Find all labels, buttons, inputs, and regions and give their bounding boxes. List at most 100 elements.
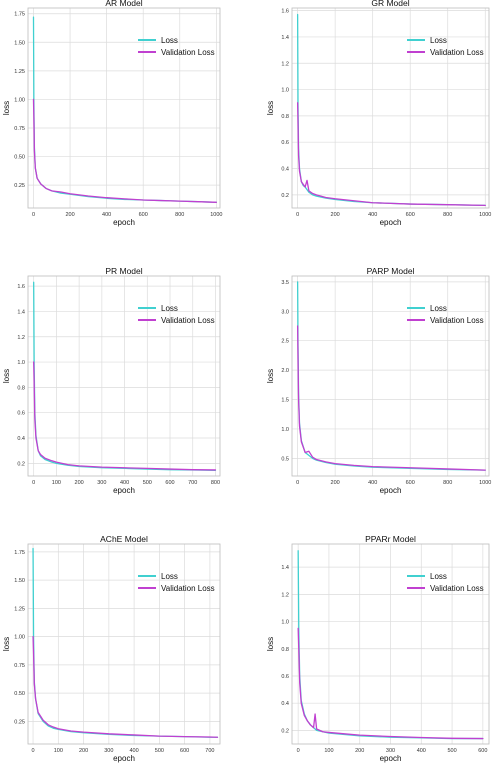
y-tick-label: 1.2	[281, 592, 289, 598]
series-line	[32, 98, 217, 203]
series-line	[32, 636, 219, 738]
x-tick-label: 400	[368, 480, 377, 486]
y-tick-label: 0.4	[281, 167, 289, 173]
legend-label: Loss	[430, 572, 447, 581]
y-tick-label: 0.25	[14, 183, 25, 189]
x-tick-label: 600	[139, 212, 148, 218]
y-tick-label: 1.6	[281, 9, 289, 15]
y-tick-label: 1.50	[14, 40, 25, 46]
x-tick-label: 200	[331, 212, 340, 218]
x-tick-label: 100	[324, 748, 333, 754]
y-axis-label: loss	[266, 369, 275, 383]
y-tick-label: 3.0	[281, 309, 289, 315]
chart-panel: 0 100 200 300 400 500 600 0.2 0.4 0.6 0.8 1.0 1.2 1.4…	[266, 534, 490, 763]
y-tick-label: 0.4	[281, 701, 289, 707]
x-tick-label: 500	[143, 480, 152, 486]
plot-area	[28, 276, 220, 476]
y-tick-label: 0.50	[14, 155, 25, 161]
x-axis-label: epoch	[380, 754, 402, 763]
x-tick-label: 100	[52, 480, 61, 486]
y-tick-label: 0.2	[281, 193, 289, 199]
legend-label: Loss	[161, 36, 178, 45]
x-tick-label: 0	[296, 212, 299, 218]
y-tick-label: 0.75	[14, 126, 25, 132]
x-tick-label: 700	[205, 748, 214, 754]
y-tick-label: 0.8	[281, 114, 289, 120]
y-tick-label: 1.6	[17, 284, 25, 290]
y-tick-label: 1.5	[281, 398, 289, 404]
x-tick-label: 400	[368, 212, 377, 218]
plot-frame	[27, 275, 221, 477]
y-tick-label: 0.8	[281, 647, 289, 653]
y-tick-label: 0.5	[281, 456, 289, 462]
y-tick-label: 0.25	[14, 719, 25, 725]
x-tick-label: 200	[331, 480, 340, 486]
x-tick-label: 0	[296, 480, 299, 486]
plot-area	[292, 8, 489, 208]
chart-title: AChE Model	[100, 534, 148, 544]
y-tick-label: 1.50	[14, 578, 25, 584]
chart-title: AR Model	[105, 0, 142, 8]
y-tick-label: 1.4	[281, 35, 289, 41]
y-tick-label: 1.75	[14, 12, 25, 18]
y-tick-label: 0.75	[14, 663, 25, 669]
plot-area	[292, 276, 489, 476]
y-axis-label: loss	[266, 101, 275, 115]
y-axis-label: loss	[2, 637, 11, 651]
x-tick-label: 800	[175, 212, 184, 218]
chart-title: GR Model	[371, 0, 409, 8]
x-tick-label: 600	[180, 748, 189, 754]
x-axis-label: epoch	[113, 754, 135, 763]
x-tick-label: 700	[188, 480, 197, 486]
x-tick-label: 300	[386, 748, 395, 754]
y-tick-label: 0.2	[281, 728, 289, 734]
y-tick-label: 1.25	[14, 69, 25, 75]
y-axis-label: loss	[2, 101, 11, 115]
chart-panel: 0 200 400 600 800 1000 0.2 0.4 0.6 0.8 1.0 1.2 1.4 1.…	[266, 0, 491, 227]
legend-label: Loss	[430, 304, 447, 313]
x-tick-label: 1000	[479, 480, 491, 486]
series-line	[296, 102, 486, 207]
x-tick-label: 0	[297, 748, 300, 754]
x-axis-label: epoch	[380, 218, 402, 227]
x-tick-label: 800	[443, 480, 452, 486]
x-tick-label: 1000	[210, 212, 222, 218]
plot-frame	[291, 7, 490, 209]
x-tick-label: 0	[32, 480, 35, 486]
x-tick-label: 0	[32, 212, 35, 218]
legend-label: Loss	[161, 572, 178, 581]
y-tick-label: 1.25	[14, 606, 25, 612]
y-tick-label: 2.5	[281, 339, 289, 345]
x-tick-label: 500	[447, 748, 456, 754]
legend-label: Validation Loss	[161, 316, 215, 325]
legend-label: Validation Loss	[161, 48, 215, 57]
x-axis-label: epoch	[113, 218, 135, 227]
chart-panel: 0 100 200 300 400 500 600 700 800 0.2 0.4 0.6 0.8 1.0…	[2, 266, 221, 495]
chart-panel: 0 200 400 600 800 1000 0.25 0.50 0.75 1.00 1.25 1.5…	[2, 0, 222, 227]
y-tick-label: 0.6	[281, 140, 289, 146]
y-tick-label: 1.0	[281, 620, 289, 626]
x-tick-label: 100	[54, 748, 63, 754]
chart-panel: 0 100 200 300 400 500 600 700 0.25 0.50 0.75 1.00 1.…	[2, 534, 221, 763]
x-tick-label: 600	[478, 748, 487, 754]
plot-frame	[291, 275, 490, 477]
x-axis-label: epoch	[380, 486, 402, 495]
x-tick-label: 600	[165, 480, 174, 486]
legend-label: Loss	[430, 36, 447, 45]
y-axis-label: loss	[266, 637, 275, 651]
x-tick-label: 400	[130, 748, 139, 754]
x-tick-label: 300	[104, 748, 113, 754]
x-tick-label: 1000	[479, 212, 491, 218]
y-tick-label: 1.2	[17, 335, 25, 341]
x-tick-label: 200	[79, 748, 88, 754]
y-tick-label: 0.4	[17, 436, 25, 442]
chart-panel: 0 200 400 600 800 1000 0.5 1.0 1.5 2.0 2.5 3.0 3.5 PA…	[266, 266, 491, 495]
series-line	[33, 361, 217, 471]
x-tick-label: 600	[406, 480, 415, 486]
x-tick-label: 200	[75, 480, 84, 486]
y-tick-label: 3.5	[281, 280, 289, 286]
y-tick-label: 1.4	[17, 309, 25, 315]
x-tick-label: 800	[443, 212, 452, 218]
y-tick-label: 1.2	[281, 61, 289, 67]
y-tick-label: 1.0	[281, 427, 289, 433]
